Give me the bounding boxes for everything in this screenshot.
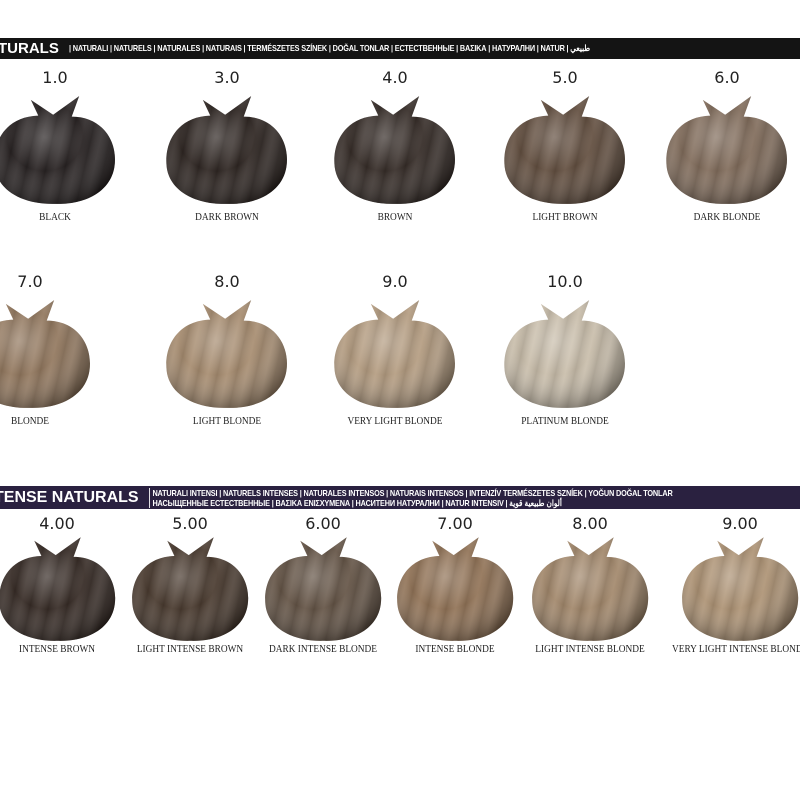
hair-lock-image: [166, 96, 287, 204]
shade-name: INTENSE BLONDE: [415, 643, 495, 655]
shade-number: 4.00: [39, 514, 75, 533]
hair-shading: [0, 537, 115, 641]
shade-name: PLATINUM BLONDE: [521, 415, 609, 427]
naturals-header-bar: TURALS | NATURALI | NATURELS | NATURALES…: [0, 38, 800, 59]
shade-number: 1.0: [42, 68, 68, 87]
hair-swatch: 1.0 BLACK: [0, 68, 135, 223]
hair-lock-image: [396, 537, 513, 641]
hair-swatch: 7.00 INTENSE BLONDE: [375, 514, 535, 655]
section-translations: NATURALI INTENSI | NATURELS INTENSES | N…: [148, 487, 673, 508]
hair-shading: [504, 96, 625, 204]
shade-name: LIGHT BLONDE: [192, 415, 262, 427]
shade-number: 5.00: [172, 514, 208, 533]
hair-shading: [166, 96, 287, 204]
hair-swatch: 9.0 VERY LIGHT BLONDE: [315, 272, 475, 427]
shade-name: DARK INTENSE BLONDE: [268, 643, 378, 655]
hair-shading: [131, 537, 248, 641]
intense-naturals-header-bar: TENSE NATURALS NATURALI INTENSI | NATURE…: [0, 486, 800, 509]
hair-swatch: 3.0 DARK BROWN: [147, 68, 307, 223]
hair-shading: [334, 300, 455, 408]
section-translations: | NATURALI | NATURELS | NATURALES | NATU…: [68, 43, 590, 53]
hair-lock-image: [334, 300, 455, 408]
shade-number: 9.00: [722, 514, 758, 533]
shade-name: LIGHT BROWN: [532, 211, 598, 223]
translations-line-1: NATURALI INTENSI | NATURELS INTENSES | N…: [152, 487, 673, 498]
shade-name: DARK BROWN: [195, 211, 259, 223]
hair-lock-image: [0, 537, 115, 641]
shade-number: 4.0: [382, 68, 408, 87]
shade-name: BLONDE: [11, 415, 49, 427]
section-title: TENSE NATURALS: [0, 488, 139, 506]
hair-swatch: 8.0 LIGHT BLONDE: [147, 272, 307, 427]
hair-shading: [334, 96, 455, 204]
shade-name: LIGHT INTENSE BLONDE: [535, 643, 645, 655]
hair-swatch: 6.0 DARK BLONDE: [647, 68, 800, 223]
hair-shading: [504, 300, 625, 408]
shade-name: VERY LIGHT BLONDE: [347, 415, 443, 427]
hair-swatch: 6.00 DARK INTENSE BLONDE: [243, 514, 403, 655]
shade-name: DARK BLONDE: [693, 211, 761, 223]
hair-lock-image: [264, 537, 381, 641]
hair-shading: [166, 300, 287, 408]
hair-swatch: 9.00 VERY LIGHT INTENSE BLONDE: [660, 514, 800, 655]
hair-shading: [0, 300, 90, 408]
shade-number: 6.0: [714, 68, 740, 87]
hair-lock-image: [504, 96, 625, 204]
hair-swatch: 4.0 BROWN: [315, 68, 475, 223]
hair-shading: [681, 537, 798, 641]
hair-swatch: 5.0 LIGHT BROWN: [485, 68, 645, 223]
hair-lock-image: [0, 96, 115, 204]
shade-name: INTENSE BROWN: [18, 643, 96, 655]
hair-swatch: 4.00 INTENSE BROWN: [0, 514, 137, 655]
hair-lock-image: [531, 537, 648, 641]
hair-lock-image: [504, 300, 625, 408]
hair-lock-image: [166, 300, 287, 408]
hair-swatch: 10.0 PLATINUM BLONDE: [485, 272, 645, 427]
hair-shading: [264, 537, 381, 641]
hair-lock-image: [334, 96, 455, 204]
shade-number: 8.0: [214, 272, 240, 291]
shade-number: 7.00: [437, 514, 473, 533]
hair-shading: [531, 537, 648, 641]
shade-number: 3.0: [214, 68, 240, 87]
shade-number: 7.0: [17, 272, 43, 291]
hair-swatch: 8.00 LIGHT INTENSE BLONDE: [510, 514, 670, 655]
hair-swatch: 7.0 BLONDE: [0, 272, 110, 427]
hair-lock-image: [131, 537, 248, 641]
hair-lock-image: [0, 300, 90, 408]
shade-number: 6.00: [305, 514, 341, 533]
hair-lock-image: [681, 537, 798, 641]
shade-number: 5.0: [552, 68, 578, 87]
shade-name: BLACK: [39, 211, 71, 223]
shade-name: LIGHT INTENSE BROWN: [136, 643, 244, 655]
hair-shading: [396, 537, 513, 641]
shade-number: 10.0: [547, 272, 583, 291]
shade-number: 8.00: [572, 514, 608, 533]
hair-shading: [666, 96, 787, 204]
hair-lock-image: [666, 96, 787, 204]
section-title: TURALS: [0, 40, 59, 57]
shade-number: 9.0: [382, 272, 408, 291]
hair-swatch: 5.00 LIGHT INTENSE BROWN: [110, 514, 270, 655]
translations-line-2: НАСЫЩЕННЫЕ ЕСТЕСТВЕННЫЕ | ΒΑΣΙΚΑ ΕΝΙΣΧΥΜ…: [152, 497, 562, 508]
shade-name: VERY LIGHT INTENSE BLONDE: [672, 643, 800, 655]
shade-name: BROWN: [377, 211, 413, 223]
hair-shading: [0, 96, 115, 204]
